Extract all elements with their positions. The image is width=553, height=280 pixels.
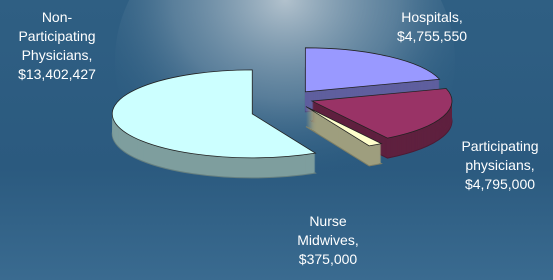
data-label: Nurse Midwives, $375,000 (288, 212, 368, 269)
category-label: Participating physicians, (461, 138, 538, 173)
screen: Hospitals, $4,755,550 Participating physi… (0, 0, 553, 280)
category-label: Nurse Midwives, (297, 213, 358, 248)
value-label: $13,402,427 (18, 66, 96, 82)
value-label: $4,755,550 (397, 28, 467, 44)
category-label: Non-Participating Physicians, (18, 9, 95, 63)
value-label: $375,000 (299, 251, 357, 267)
data-label: Hospitals, $4,755,550 (382, 8, 482, 46)
value-label: $4,795,000 (465, 176, 535, 192)
data-label: Non-Participating Physicians, $13,402,42… (7, 8, 107, 84)
data-label: Participating physicians, $4,795,000 (445, 137, 553, 194)
category-label: Hospitals, (401, 9, 462, 25)
